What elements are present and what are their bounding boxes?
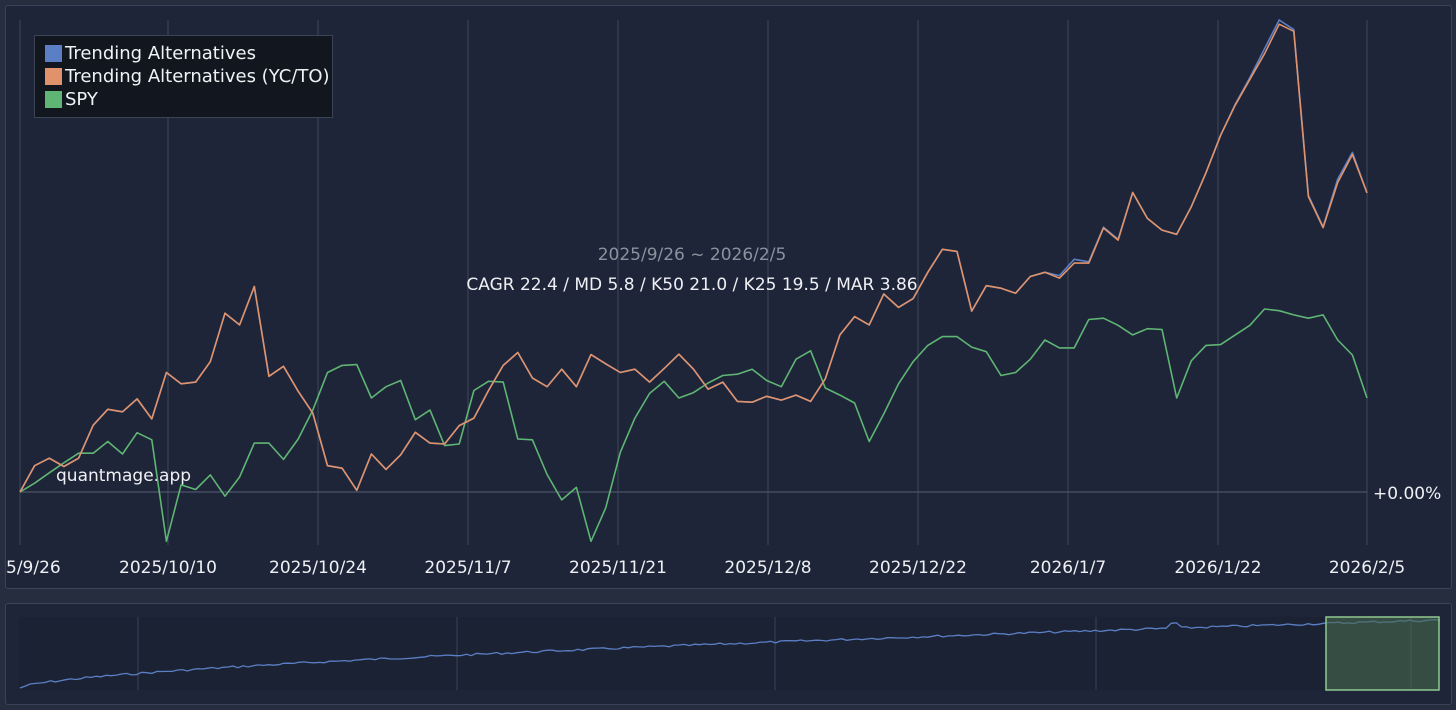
navigator-series-line [19, 619, 1441, 689]
watermark-label: quantmage.app [56, 466, 191, 486]
navigator-selection-window[interactable] [1325, 616, 1440, 691]
x-tick-label: 2025/10/10 [119, 558, 217, 578]
legend-swatch-green [45, 91, 62, 108]
grid-lines [19, 20, 1368, 545]
legend-item-trending-alternatives[interactable]: Trending Alternatives [45, 42, 332, 65]
legend-item-trending-alternatives-yc-to[interactable]: Trending Alternatives (YC/TO) [45, 65, 332, 88]
navigator[interactable] [19, 616, 1441, 691]
series-lines [19, 19, 1368, 543]
x-tick-label: 2025/12/22 [869, 558, 967, 578]
x-axis-ticks: 5/9/26 2025/10/10 2025/10/24 2025/11/7 2025/… [6, 558, 1405, 578]
legend: Trending Alternatives Trending Alternati… [34, 35, 333, 118]
legend-label: Trending Alternatives (YC/TO) [65, 66, 330, 87]
x-tick-label: 2026/1/7 [1030, 558, 1106, 578]
x-tick-label: 2025/11/7 [424, 558, 511, 578]
legend-label: SPY [65, 89, 98, 110]
x-tick-label: 5/9/26 [6, 558, 61, 578]
legend-swatch-orange [45, 68, 62, 85]
date-range-label: 2025/9/26 ~ 2026/2/5 [598, 245, 787, 265]
x-tick-label: 2026/2/5 [1329, 558, 1405, 578]
legend-item-spy[interactable]: SPY [45, 88, 332, 111]
legend-label: Trending Alternatives [65, 43, 256, 64]
x-tick-label: 2025/11/21 [569, 558, 667, 578]
series-line-spy[interactable] [19, 308, 1368, 543]
navigator-plot-area [19, 617, 1440, 690]
legend-swatch-blue [45, 45, 62, 62]
baseline-percent-label: +0.00% [1373, 484, 1441, 504]
x-tick-label: 2025/10/24 [269, 558, 367, 578]
series-line-trending-alternatives-yc-to[interactable] [19, 23, 1368, 493]
x-tick-label: 2026/1/22 [1174, 558, 1261, 578]
stats-label: CAGR 22.4 / MD 5.8 / K50 21.0 / K25 19.5… [466, 275, 917, 295]
x-tick-label: 2025/12/8 [724, 558, 811, 578]
